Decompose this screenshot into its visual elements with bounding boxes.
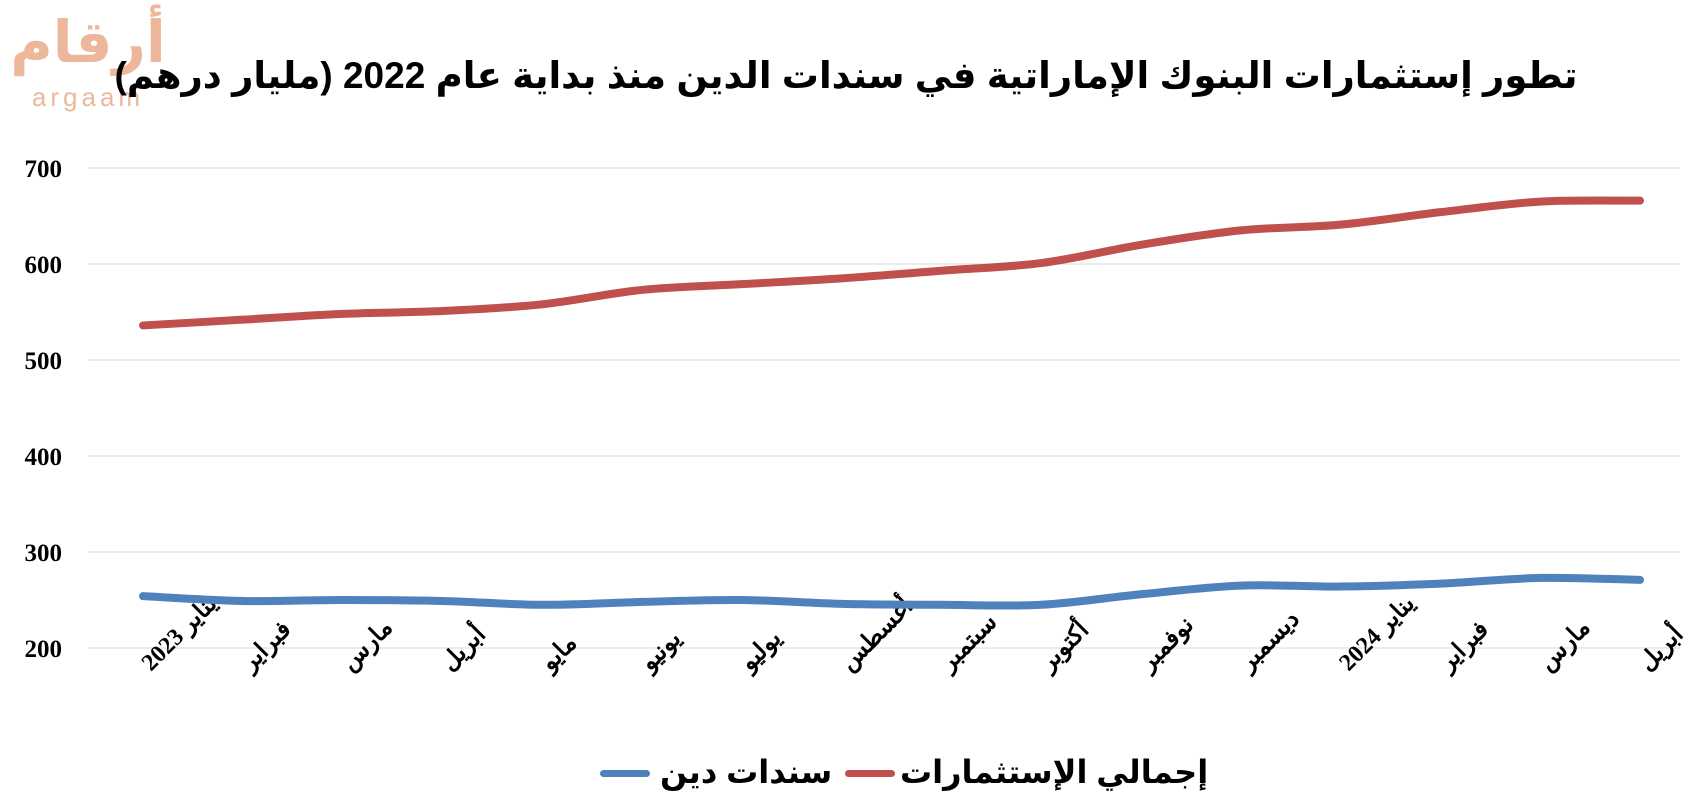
x-tick-label-2: مارس bbox=[336, 615, 398, 677]
chart-legend: سندات دين إجمالي الإستثمارات bbox=[0, 748, 1692, 796]
x-tick-label-15: أبريل bbox=[1630, 617, 1690, 677]
x-tick-label-6: يوليو bbox=[734, 625, 787, 678]
legend-label-debt-bonds: سندات دين bbox=[660, 754, 833, 790]
x-tick-label-12: يناير 2024 bbox=[1334, 590, 1421, 677]
x-tick-label-1: فبراير bbox=[235, 616, 297, 678]
y-tick-label-600: 600 bbox=[25, 252, 63, 279]
series-line-debt-bonds bbox=[139, 573, 1644, 610]
y-tick-label-200: 200 bbox=[25, 636, 63, 663]
logo-arabic-text: أرقام bbox=[10, 10, 166, 75]
y-tick-label-500: 500 bbox=[25, 348, 63, 375]
y-tick-label-700: 700 bbox=[25, 156, 63, 183]
x-tick-label-14: مارس bbox=[1534, 615, 1596, 677]
chart-title: تطور إستثمارات البنوك الإماراتية في سندا… bbox=[114, 55, 1578, 96]
series-line-total-investments bbox=[139, 196, 1644, 330]
y-tick-label-400: 400 bbox=[25, 444, 63, 471]
x-tick-label-8: سبتمبر bbox=[934, 609, 1003, 678]
x-tick-label-5: يونيو bbox=[634, 626, 687, 679]
logo-latin-text: argaam bbox=[31, 82, 145, 112]
x-tick-label-13: فبراير bbox=[1433, 616, 1495, 678]
legend-item-total-investments: إجمالي الإستثمارات bbox=[845, 748, 1208, 796]
argaam-logo: أرقام argaam bbox=[2, 4, 174, 114]
legend-swatch-debt-bonds bbox=[600, 770, 650, 777]
x-tick-label-11: ديسمبر bbox=[1233, 606, 1305, 678]
legend-label-total-investments: إجمالي الإستثمارات bbox=[900, 754, 1209, 790]
y-tick-label-300: 300 bbox=[25, 540, 63, 567]
x-tick-label-9: أكتوبر bbox=[1029, 613, 1095, 679]
legend-swatch-total-investments bbox=[845, 770, 895, 777]
x-tick-label-3: أبريل bbox=[432, 617, 492, 677]
x-tick-label-4: مايو bbox=[535, 630, 583, 678]
x-tick-label-10: نوفمبر bbox=[1133, 612, 1199, 678]
legend-item-debt-bonds: سندات دين bbox=[600, 748, 832, 796]
